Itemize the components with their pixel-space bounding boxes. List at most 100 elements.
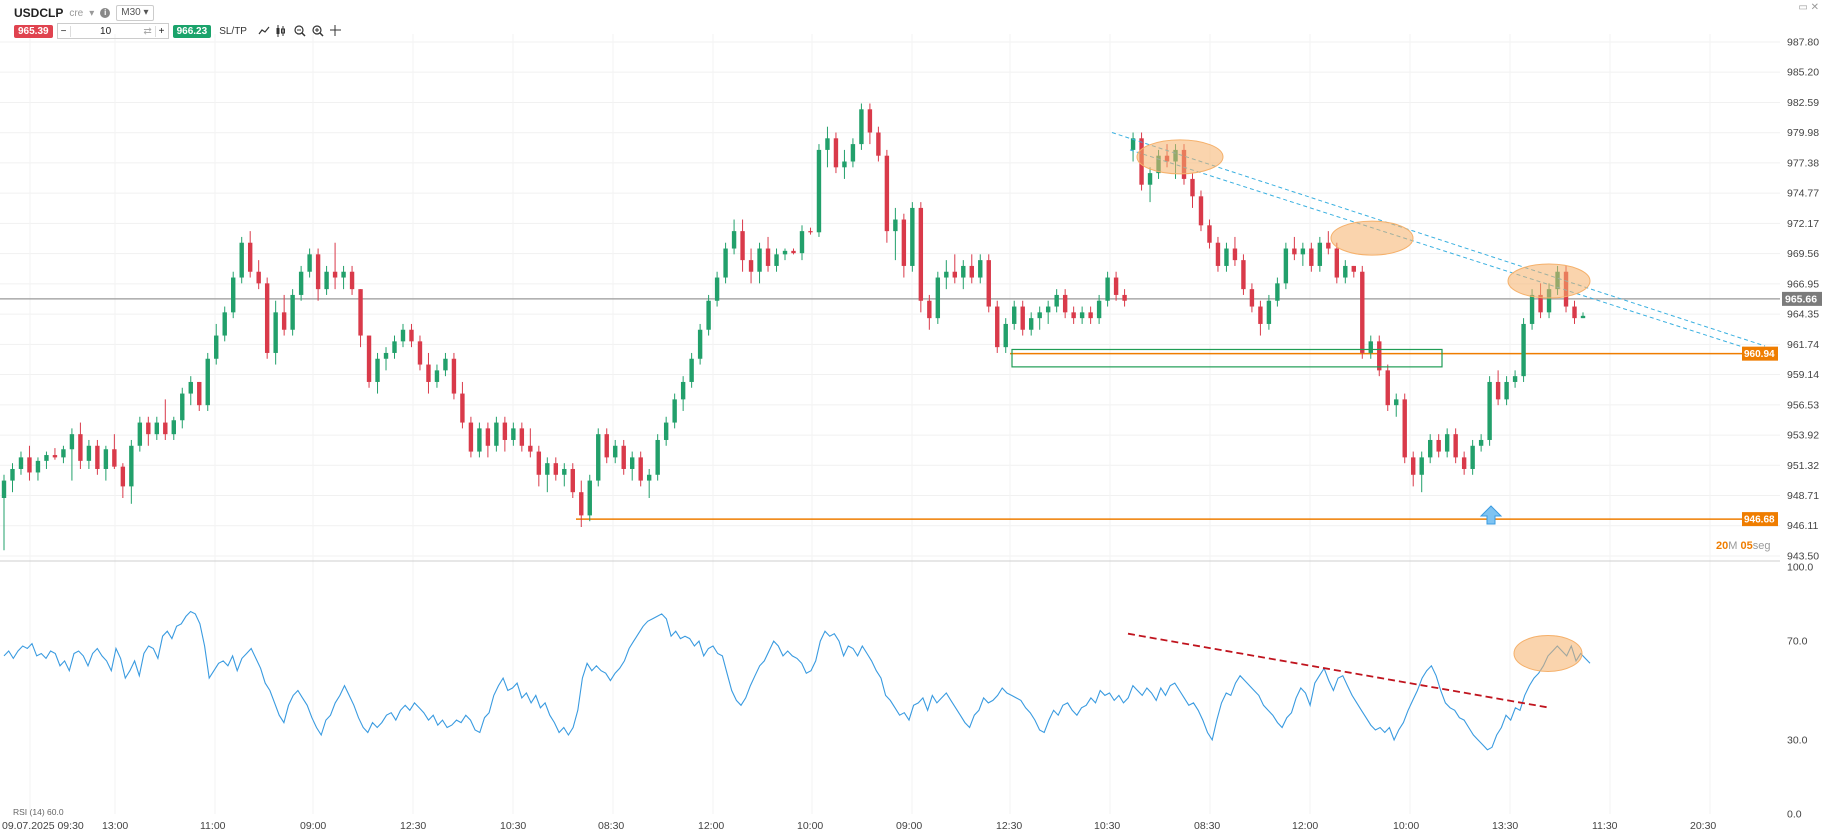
quantity-stepper[interactable]: − 10 ⇄ + <box>56 23 169 39</box>
candle-body <box>672 399 677 423</box>
time-tick-label: 12:30 <box>400 820 426 832</box>
candle-body <box>1470 445 1475 469</box>
zoom-out-icon[interactable] <box>294 25 306 37</box>
candle-body <box>816 149 822 233</box>
candle-body <box>197 381 202 406</box>
zoom-in-icon[interactable] <box>312 25 324 37</box>
candle-body <box>910 207 915 266</box>
trendline-upper <box>1111 132 1766 347</box>
decrement-button[interactable]: − <box>58 25 71 37</box>
candle-body <box>264 283 270 353</box>
order-row: 965.39 − 10 ⇄ + 966.23 SL/TP <box>14 23 353 39</box>
price-tick-label: 946.11 <box>1787 520 1818 532</box>
candle-body <box>1020 306 1025 330</box>
price-tick-label: 974.77 <box>1787 188 1819 200</box>
candle-body <box>1232 248 1238 261</box>
timer-seconds: 05 <box>1740 540 1752 552</box>
rsi-axis: 100.0 70.0 30.0 0.0 <box>1787 562 1813 821</box>
candle-body <box>714 277 720 301</box>
candle-body <box>1411 457 1416 475</box>
candle-body <box>825 138 830 150</box>
candle-body <box>613 445 618 458</box>
candle-body <box>375 358 380 382</box>
price-tick-label: 951.32 <box>1787 460 1819 472</box>
level-label-2: 946.68 <box>1744 515 1775 526</box>
candle-body <box>477 428 482 452</box>
increment-button[interactable]: + <box>154 25 168 37</box>
info-icon[interactable]: i <box>100 8 111 18</box>
candle-body <box>697 329 703 359</box>
up-arrow-icon <box>1479 505 1503 525</box>
candle-body <box>562 468 567 475</box>
rsi-indicator-label[interactable]: RSI (14) 60.0 <box>13 807 64 817</box>
trendline-lower <box>1129 149 1766 355</box>
candle-body <box>1572 306 1577 319</box>
candle-body <box>731 231 737 249</box>
candle-body <box>740 231 745 261</box>
sell-price-button[interactable]: 965.39 <box>14 24 53 38</box>
buy-price-button[interactable]: 966.23 <box>172 24 212 38</box>
candle-body <box>417 341 423 365</box>
annotations <box>1011 132 1766 525</box>
candle-body <box>765 248 771 266</box>
window-controls[interactable]: ▭ ✕ <box>1798 2 1819 13</box>
candle-body <box>579 492 584 516</box>
timeframe-chevron-icon: ▾ <box>143 7 149 18</box>
candle-body <box>1241 260 1246 290</box>
candle-body <box>1453 434 1458 458</box>
time-tick-label: 11:30 <box>1592 820 1618 832</box>
candle-body <box>400 329 406 342</box>
symbol-dropdown-icon[interactable]: ▾ <box>89 7 95 19</box>
time-tick-label: 12:00 <box>698 820 724 832</box>
candle-body <box>1309 248 1314 266</box>
candle-body <box>86 445 92 461</box>
candle-body <box>553 463 559 475</box>
line-chart-icon[interactable] <box>258 26 270 35</box>
symbol-row: USDCLP cre ▾ i M30 ▾ <box>14 5 154 21</box>
time-tick-label: 10:00 <box>1393 820 1419 832</box>
candle-body <box>969 265 974 278</box>
candles-icon[interactable] <box>276 25 285 37</box>
candle-body <box>18 457 24 469</box>
crosshair-icon[interactable] <box>329 25 341 36</box>
price-tick-label: 979.98 <box>1787 127 1819 139</box>
candle-body <box>1394 399 1399 406</box>
candle-body <box>1207 225 1212 243</box>
candle-body <box>10 468 15 481</box>
candle-body <box>315 254 321 290</box>
candle-body <box>349 271 355 290</box>
candle-body <box>1521 323 1526 377</box>
price-tick-label: 972.17 <box>1787 218 1819 230</box>
candle-body <box>621 445 626 469</box>
candle-body <box>180 393 185 421</box>
candle-body <box>1377 341 1382 371</box>
candle-body <box>239 242 244 278</box>
candle-body <box>392 341 397 353</box>
time-tick-label: 12:00 <box>1292 820 1318 832</box>
candle-body <box>502 422 508 440</box>
candle-body <box>222 312 227 336</box>
candle-body <box>1538 294 1543 313</box>
candle-body <box>1504 381 1509 400</box>
candle-body <box>1003 323 1008 348</box>
candle-body <box>188 381 193 394</box>
candle-body <box>69 434 75 450</box>
rsi-line <box>3 610 1591 751</box>
candle-body <box>146 422 151 435</box>
sltp-button[interactable]: SL/TP <box>219 25 247 37</box>
symbol-name[interactable]: USDCLP <box>14 6 64 20</box>
candle-body <box>774 254 779 266</box>
candle-body <box>485 428 491 446</box>
candle-body <box>137 422 143 446</box>
price-tick-label: 961.74 <box>1787 339 1819 351</box>
quantity-input[interactable]: 10 <box>100 25 112 37</box>
level-label-2-bg <box>1742 512 1778 527</box>
time-tick-label: 09.07.2025 09:30 <box>2 820 84 832</box>
time-tick-label: 09:00 <box>300 820 326 832</box>
candle-body <box>1147 173 1153 185</box>
timeframe-select[interactable]: M30 ▾ <box>116 5 154 21</box>
swap-icon[interactable]: ⇄ <box>143 25 152 37</box>
candle-body <box>307 254 312 272</box>
candle-body <box>1224 248 1229 266</box>
